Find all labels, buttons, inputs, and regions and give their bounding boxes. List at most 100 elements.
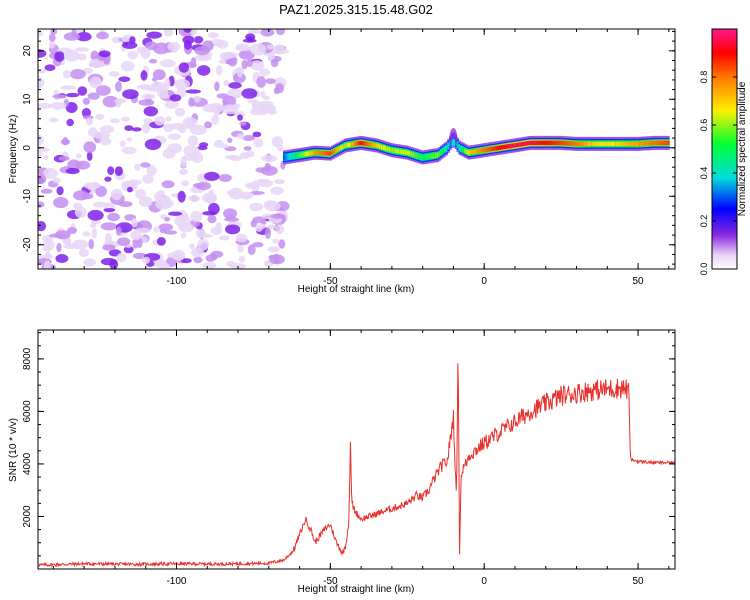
noise-blob — [192, 183, 206, 188]
noise-blob — [148, 58, 158, 64]
colorbar-tick-label: 0.0 — [699, 263, 709, 276]
noise-blob — [233, 72, 246, 84]
ridge-cell — [321, 150, 325, 156]
noise-blob — [88, 239, 94, 250]
ridge-cell — [523, 141, 526, 147]
noise-blob — [85, 117, 93, 126]
noise-blob — [130, 230, 142, 241]
noise-blob — [120, 140, 126, 148]
colorbar-label: Normalized spectral amplitude — [737, 81, 748, 216]
noise-blob — [213, 139, 224, 148]
noise-blob — [95, 185, 107, 197]
ridge-cell — [657, 140, 661, 146]
ridge-cell — [408, 151, 412, 156]
ridge-cell — [659, 140, 663, 146]
noise-blob — [62, 243, 79, 250]
noise-blob — [210, 250, 224, 258]
ridge-cell — [569, 141, 572, 146]
ridge-cell — [443, 147, 447, 152]
ridge-cell — [583, 141, 587, 147]
ridge-cell — [284, 155, 288, 160]
ridge-cell — [554, 140, 557, 146]
ridge-cell — [456, 142, 460, 148]
ridge-cell — [323, 151, 327, 156]
spectrogram-noise — [38, 29, 290, 269]
noise-blob — [218, 174, 232, 182]
ridge-cell — [508, 144, 511, 149]
snr-y-ticks: 2000 4000 6000 8000 — [22, 332, 675, 557]
ridge-cell — [469, 150, 473, 155]
spectrogram-x-axis-label: Height of straight line (km) — [298, 284, 415, 295]
ridge-cell — [480, 148, 484, 153]
noise-blob — [163, 230, 178, 235]
noise-blob — [204, 121, 213, 129]
ridge-cell — [628, 141, 631, 147]
noise-blob — [257, 105, 269, 114]
ridge-cell — [305, 151, 308, 157]
ridge-cell — [663, 140, 666, 146]
noise-blob — [138, 196, 153, 208]
noise-blob — [270, 58, 279, 68]
ridge-cell — [626, 141, 629, 147]
noise-blob — [229, 155, 242, 162]
noise-blob — [140, 162, 151, 168]
ridge-cell — [379, 144, 382, 149]
noise-blob — [264, 162, 271, 173]
ridge-cell — [615, 141, 618, 147]
noise-blob — [215, 222, 222, 233]
ridge-cell — [438, 151, 441, 157]
noise-blob — [249, 202, 264, 212]
noise-blob — [122, 89, 139, 99]
ridge-cell — [390, 147, 393, 153]
noise-blob — [76, 32, 92, 42]
noise-blob — [140, 47, 151, 60]
noise-blob — [93, 131, 111, 140]
noise-blob — [193, 36, 204, 44]
ridge-cell — [301, 152, 304, 157]
noise-blob — [275, 224, 285, 235]
noise-blob — [121, 116, 130, 122]
x-tick-label: -50 — [323, 276, 338, 287]
ridge-cell — [528, 140, 532, 146]
ridge-cell — [386, 146, 389, 152]
y-tick-label: 8000 — [22, 347, 33, 370]
noise-blob — [142, 122, 151, 134]
noise-blob — [237, 114, 243, 121]
ridge-cell — [286, 154, 290, 160]
noise-blob — [253, 138, 264, 148]
noise-blob — [40, 188, 53, 194]
ridge-cell — [403, 150, 406, 155]
ridge-cell — [524, 141, 528, 146]
noise-blob — [174, 107, 186, 117]
noise-blob — [102, 95, 119, 108]
noise-blob — [272, 238, 280, 244]
noise-blob — [256, 223, 266, 230]
noise-blob — [98, 50, 111, 58]
ridge-cell — [572, 141, 576, 146]
noise-blob — [205, 195, 216, 204]
ridge-spike-core — [451, 138, 456, 147]
ridge-cell — [639, 141, 642, 146]
noise-blob — [89, 58, 105, 69]
ridge-cell — [316, 150, 319, 155]
ridge-cell — [487, 147, 491, 152]
ridge-cell — [462, 147, 465, 152]
noise-blob — [185, 89, 201, 94]
ridge-cell — [297, 153, 301, 158]
ridge-cell — [593, 141, 596, 147]
ridge-cell — [415, 153, 419, 158]
noise-blob — [127, 179, 143, 185]
noise-blob — [75, 47, 89, 52]
noise-blob — [246, 59, 253, 68]
ridge-cell — [495, 146, 498, 151]
ridge-cell — [338, 146, 341, 151]
ridge-cell — [526, 141, 530, 146]
noise-blob — [264, 201, 281, 212]
ridge-cell — [478, 148, 482, 154]
ridge-cell — [650, 140, 653, 146]
y-tick-label: 10 — [22, 93, 33, 105]
noise-blob — [90, 222, 97, 228]
noise-blob — [194, 46, 210, 56]
noise-blob — [164, 217, 171, 222]
noise-blob — [115, 226, 122, 236]
